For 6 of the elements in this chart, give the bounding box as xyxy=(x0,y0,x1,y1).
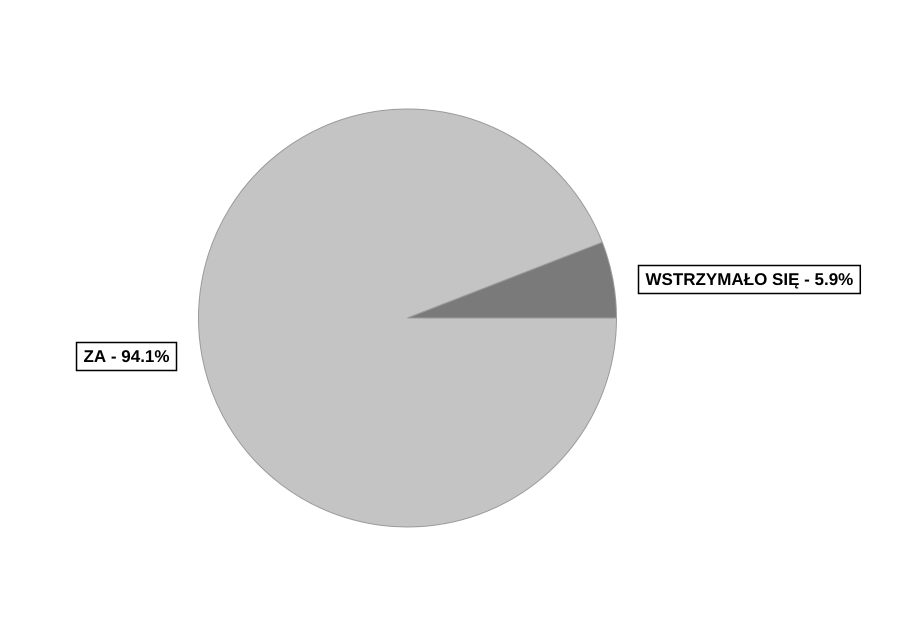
slice-label: ZA xyxy=(84,347,106,366)
text: - xyxy=(110,347,117,366)
text: - xyxy=(804,270,810,290)
slice-label: WSTRZYMAŁO SIĘ xyxy=(646,270,800,290)
data-label: 5.9% xyxy=(814,270,854,290)
data-label: 94.1% xyxy=(121,347,170,366)
